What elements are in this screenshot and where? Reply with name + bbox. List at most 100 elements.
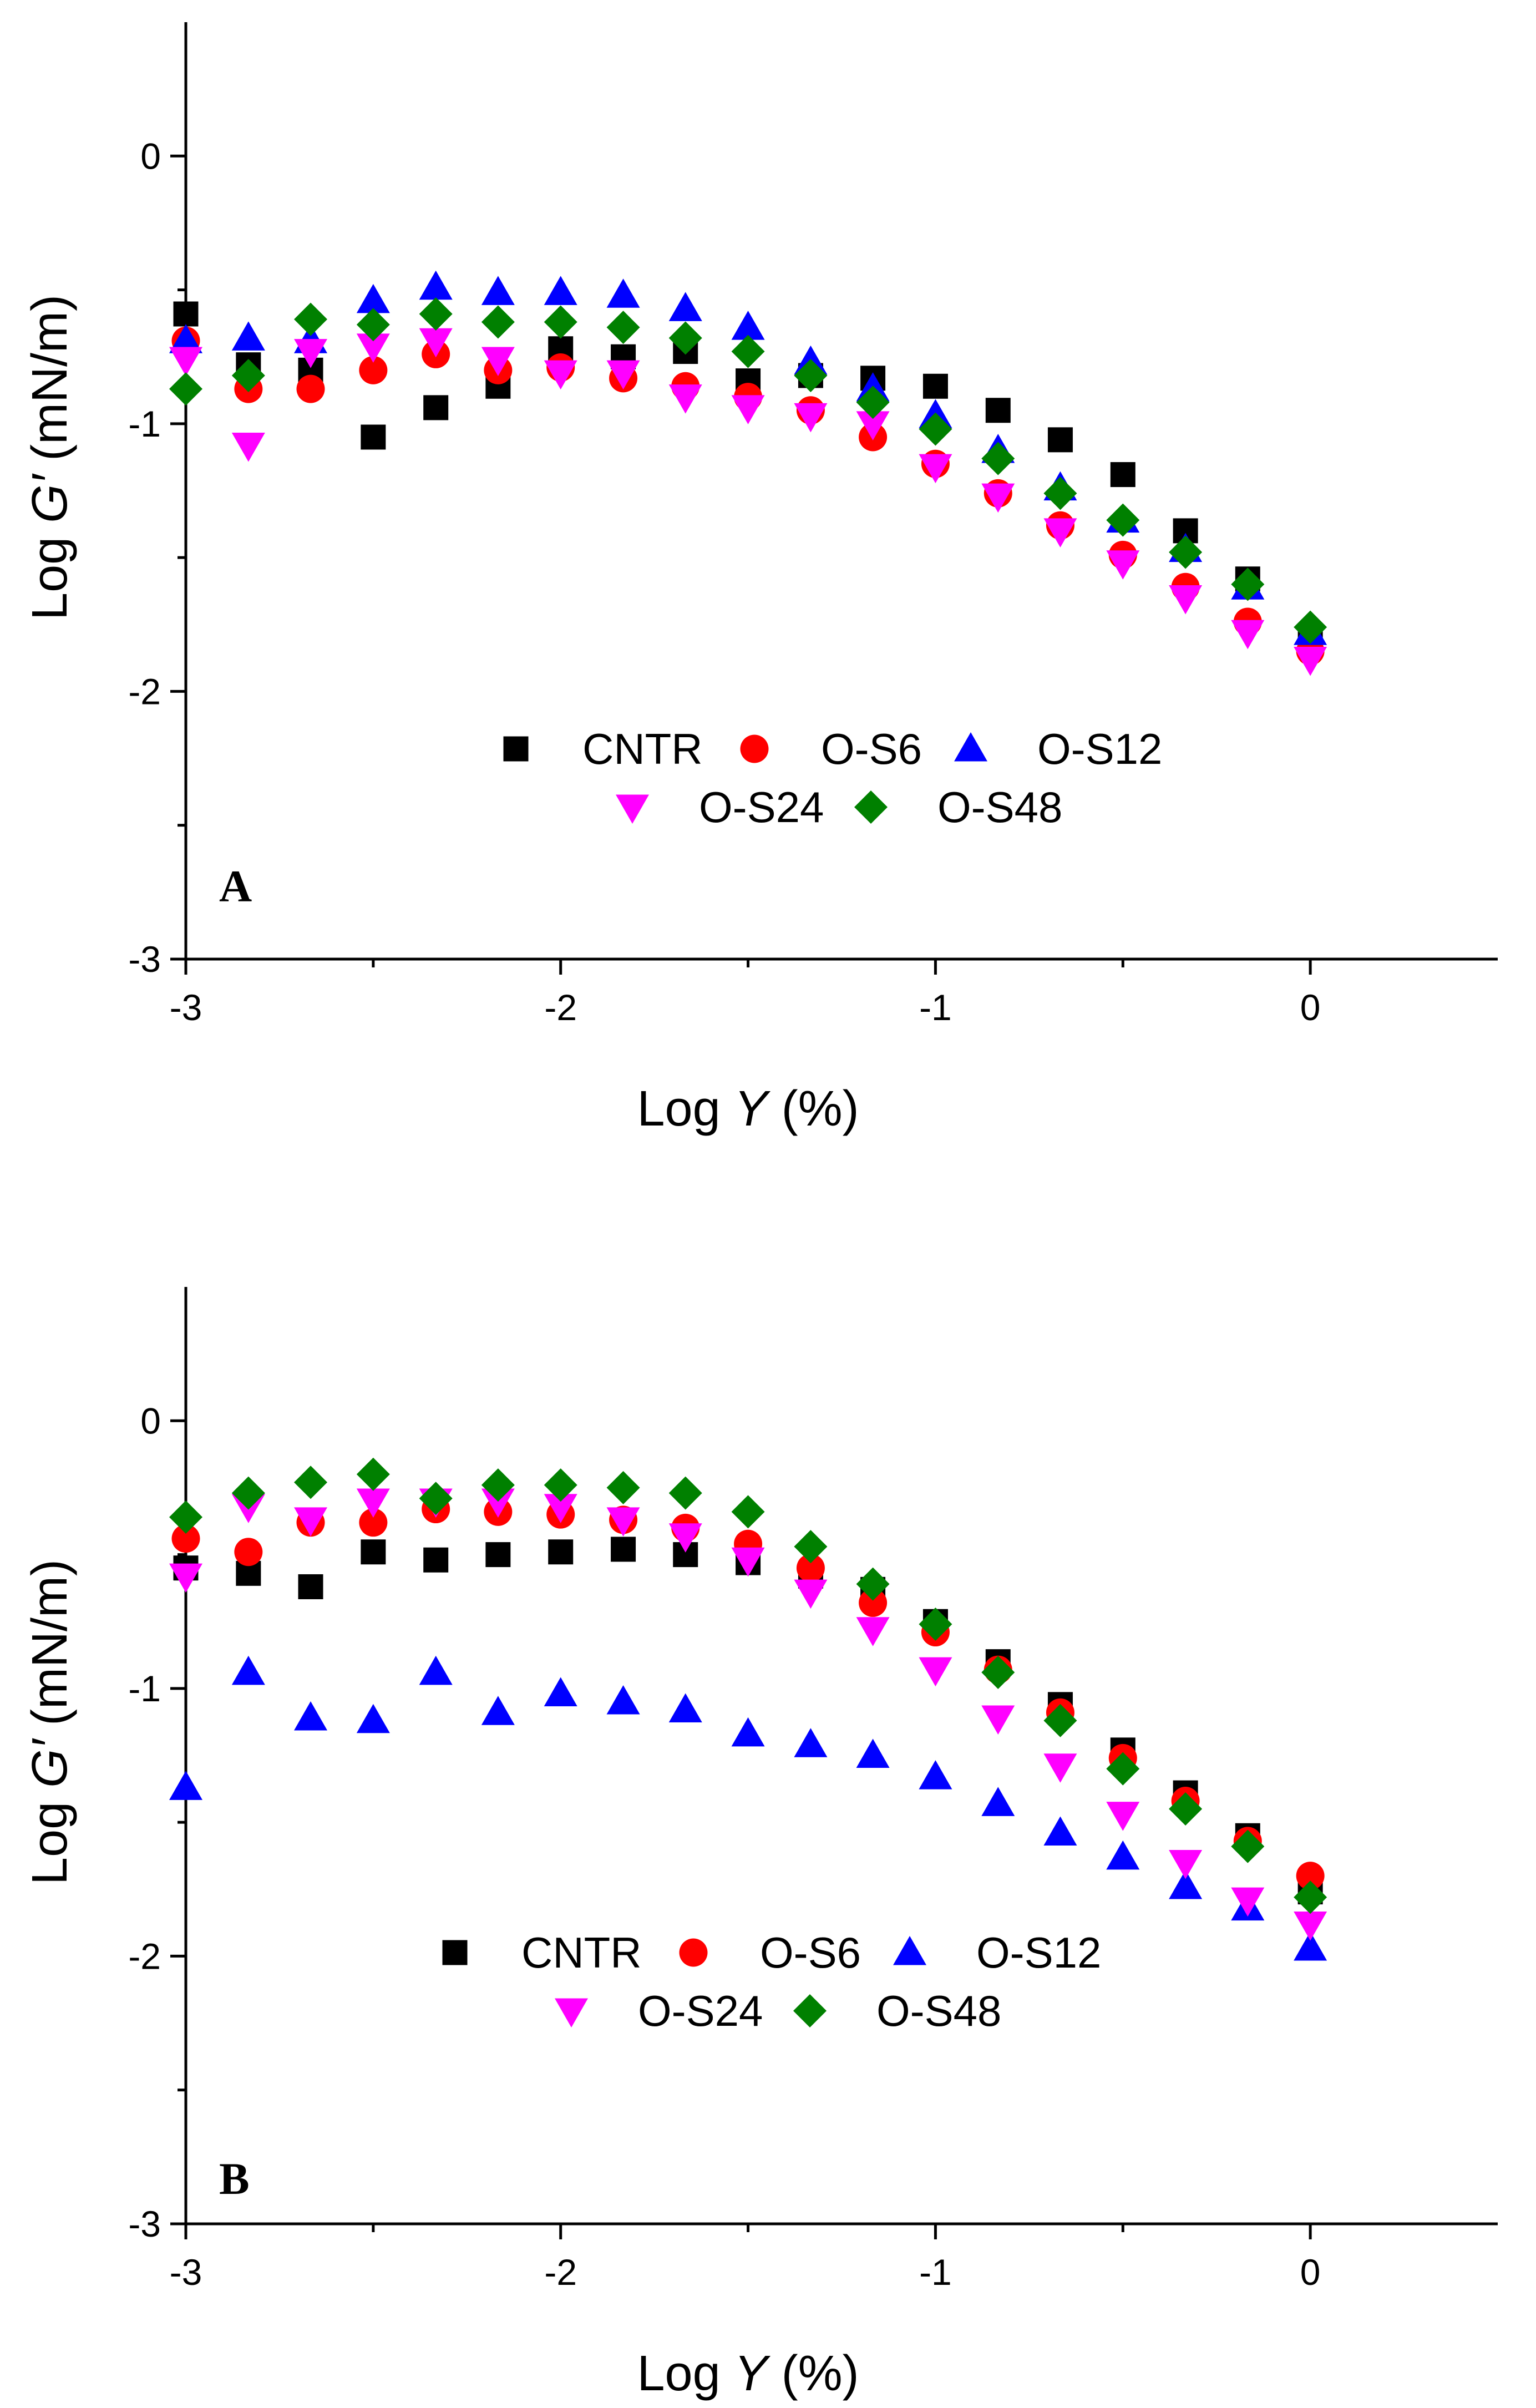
data-point-o-s48 <box>1169 535 1203 569</box>
series-o-s12 <box>169 1655 1327 1961</box>
x-tick-label: -1 <box>919 987 952 1028</box>
data-point-o-s48 <box>856 1567 890 1601</box>
data-point-o-s48 <box>294 1466 328 1499</box>
data-point-o-s6 <box>359 356 388 384</box>
data-point-o-s24 <box>1231 620 1265 650</box>
data-point-o-s24 <box>294 339 328 368</box>
legend-marker-o-s6 <box>679 1938 708 1967</box>
data-point-o-s24 <box>981 483 1015 513</box>
legend-label-o-s12: O-S12 <box>1037 724 1162 773</box>
data-point-o-s12 <box>169 324 202 353</box>
data-point-o-s12 <box>1106 1840 1140 1870</box>
data-point-o-s48 <box>668 321 702 355</box>
data-point-o-s48 <box>606 311 640 344</box>
data-point-o-s48 <box>1294 610 1327 644</box>
data-point-o-s48 <box>544 1468 577 1502</box>
data-point-o-s24 <box>1106 1802 1140 1831</box>
data-point-o-s12 <box>606 278 640 308</box>
panel-b: -3 -2 -1 0 -3 -2 -1 0 Log Y (%) Log G′ (mN/m) CNTR… <box>22 1287 1498 2401</box>
data-point-o-s12 <box>356 283 390 313</box>
data-point-o-s48 <box>356 308 390 342</box>
data-point-o-s48 <box>169 372 202 406</box>
data-point-o-s6 <box>859 1588 888 1617</box>
data-point-cntr <box>423 1547 449 1573</box>
legend-label-o-s48: O-S48 <box>937 783 1062 832</box>
data-point-o-s48 <box>1231 1829 1265 1863</box>
data-point-o-s24 <box>1043 1753 1077 1783</box>
data-point-o-s24 <box>1106 550 1140 580</box>
data-point-o-s12 <box>668 1693 702 1722</box>
data-point-o-s24 <box>856 411 890 440</box>
series-o-s24 <box>169 1488 1327 1941</box>
data-point-o-s12 <box>544 1677 577 1707</box>
data-point-o-s24 <box>356 1488 390 1518</box>
data-point-o-s6 <box>234 1538 263 1567</box>
data-point-o-s24 <box>481 347 515 377</box>
data-point-cntr <box>1047 427 1073 453</box>
data-point-o-s24 <box>731 395 765 424</box>
data-point-o-s12 <box>294 1701 328 1731</box>
data-point-o-s48 <box>794 358 828 392</box>
data-point-o-s24 <box>544 1494 577 1523</box>
data-point-cntr <box>485 1542 511 1568</box>
data-point-o-s24 <box>1231 1887 1265 1917</box>
legend-label-o-s6: O-S6 <box>821 724 922 773</box>
data-point-cntr <box>922 373 948 399</box>
x-tick-label: -3 <box>170 2252 202 2293</box>
data-point-o-s12 <box>481 276 515 305</box>
data-point-o-s6 <box>796 1554 825 1583</box>
data-point-o-s48 <box>731 1495 765 1529</box>
y-axis-title: Log G′ (mN/m) <box>22 295 78 620</box>
data-point-o-s48 <box>294 302 328 336</box>
data-point-o-s48 <box>856 386 890 419</box>
data-point-o-s24 <box>356 333 390 363</box>
data-point-o-s48 <box>731 334 765 368</box>
data-point-o-s24 <box>919 454 952 484</box>
data-point-o-s48 <box>544 305 577 339</box>
data-point-o-s48 <box>419 1482 453 1515</box>
data-point-o-s48 <box>668 1476 702 1510</box>
data-point-o-s12 <box>919 1760 952 1789</box>
data-point-o-s24 <box>606 360 640 390</box>
data-point-o-s24 <box>1169 1850 1203 1879</box>
data-point-o-s24 <box>731 1547 765 1577</box>
data-point-cntr <box>298 1574 323 1599</box>
data-point-o-s12 <box>1294 1931 1327 1961</box>
data-point-o-s12 <box>544 276 577 305</box>
legend: CNTR O-S6 O-S12 O-S24 O-S48 <box>442 1928 1101 2035</box>
data-point-cntr <box>548 1539 574 1565</box>
data-point-o-s48 <box>419 297 453 331</box>
y-tick-label: -1 <box>128 1668 161 1709</box>
data-point-o-s24 <box>1294 1912 1327 1941</box>
series-o-s24 <box>169 328 1327 676</box>
data-point-o-s12 <box>419 1655 453 1685</box>
data-point-o-s12 <box>419 270 453 300</box>
data-point-o-s12 <box>731 311 765 340</box>
legend-label-o-s24: O-S24 <box>699 783 824 832</box>
x-axis-title: Log Y (%) <box>637 2346 859 2401</box>
data-point-o-s24 <box>668 1523 702 1553</box>
data-point-o-s6 <box>171 1524 200 1553</box>
y-tick-label: -2 <box>128 1935 161 1976</box>
data-point-o-s12 <box>668 292 702 321</box>
x-tick-label: -3 <box>170 987 202 1028</box>
data-point-o-s48 <box>481 1468 515 1502</box>
y-tick-label: -3 <box>128 2203 161 2244</box>
data-point-o-s24 <box>981 1705 1015 1735</box>
data-point-o-s24 <box>481 1488 515 1518</box>
data-point-cntr <box>985 398 1011 423</box>
data-point-o-s48 <box>1231 567 1265 601</box>
y-tick-label: -1 <box>128 403 161 444</box>
data-point-o-s48 <box>169 1500 202 1534</box>
data-point-o-s6 <box>359 1508 388 1537</box>
legend-label-o-s12: O-S12 <box>976 1928 1101 1977</box>
data-point-o-s12 <box>231 321 265 351</box>
data-point-o-s48 <box>1043 476 1077 510</box>
data-point-cntr <box>361 1539 386 1565</box>
data-point-cntr <box>173 301 199 327</box>
legend-marker-o-s6 <box>740 734 769 763</box>
data-point-o-s48 <box>481 305 515 339</box>
data-point-o-s48 <box>1106 503 1140 537</box>
data-point-o-s12 <box>231 1655 265 1685</box>
data-point-o-s24 <box>544 360 577 390</box>
